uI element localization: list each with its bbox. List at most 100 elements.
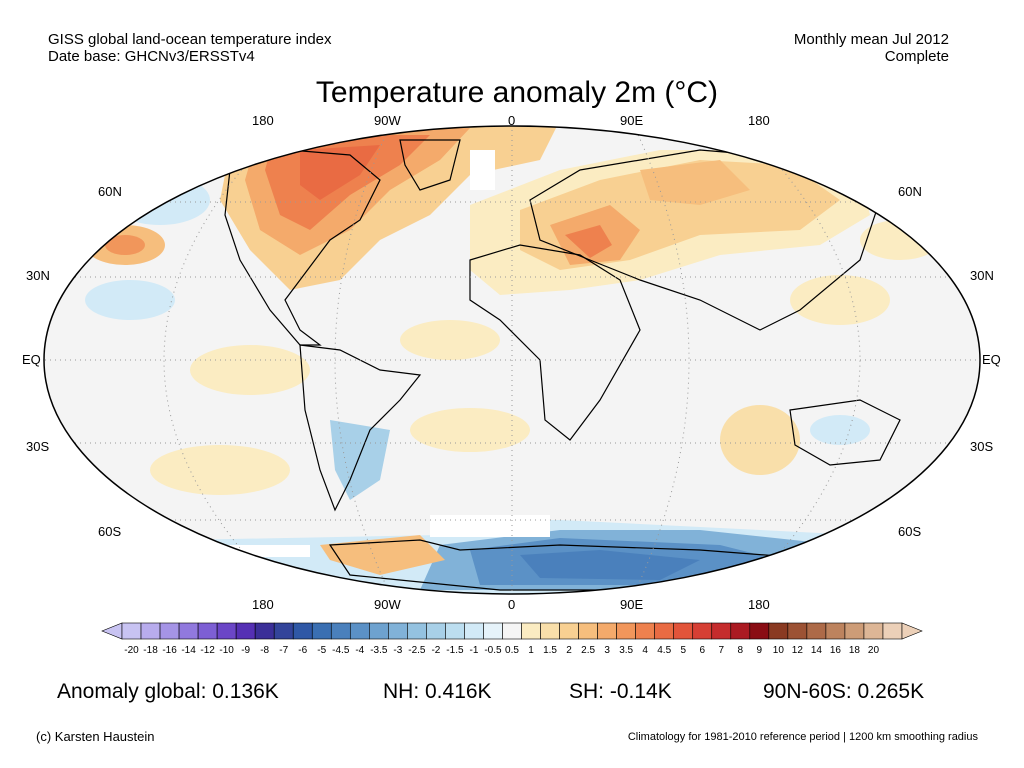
colorbar-tick-label: -1.5: [446, 645, 464, 656]
lon-label-top-90e: 90E: [620, 113, 644, 128]
colorbar-tick-label: 2.5: [581, 645, 595, 656]
colorbar-tick-label: 2: [566, 645, 572, 656]
lon-label-bottom-90e: 90E: [620, 597, 644, 612]
colorbar-tick-label: -10: [219, 645, 234, 656]
colorbar-tick-label: -12: [200, 645, 215, 656]
lon-label-bottom-90w: 90W: [374, 597, 401, 612]
colorbar-tick-label: -3.5: [370, 645, 388, 656]
colorbar-swatch: [464, 622, 484, 640]
colorbar-tick-label: 5: [680, 645, 686, 656]
lon-label-top-90w: 90W: [374, 113, 401, 128]
colorbar-swatch: [159, 622, 180, 640]
colorbar-max-arrow: [901, 622, 923, 640]
colorbar-tick-label: -7: [279, 645, 288, 656]
lat-label-left-60n: 60N: [98, 184, 122, 199]
colorbar-swatch: [216, 622, 237, 640]
colorbar-tick-label: -1: [469, 645, 478, 656]
colorbar-swatch: [349, 622, 370, 640]
colorbar-swatch: [235, 622, 256, 640]
colorbar: -20 -18 -16 -14 -12 -10 -9 -8 -7 -6 -5 -4.5 -4 -3.5 -3…: [101, 622, 923, 656]
colorbar-swatch: [292, 622, 313, 640]
colorbar-swatch: [654, 622, 675, 640]
colorbar-swatch: [635, 622, 655, 640]
colorbar-tick-label: 14: [811, 645, 823, 656]
colorbar-swatch: [825, 622, 846, 640]
colorbar-tick-label: 10: [773, 645, 785, 656]
colorbar-swatch: [616, 622, 636, 640]
colorbar-tick-label: 18: [849, 645, 861, 656]
lat-label-right-30s: 30S: [970, 439, 994, 454]
colorbar-tick-label: 7: [718, 645, 724, 656]
colorbar-swatch: [140, 622, 161, 640]
colorbar-tick-label: 9: [757, 645, 763, 656]
colorbar-tick-label: -16: [162, 645, 177, 656]
colorbar-tick-label: -5: [317, 645, 326, 656]
lon-label-top-180e: 180: [748, 113, 770, 128]
lat-label-left-eq: EQ: [22, 352, 41, 367]
colorbar-swatch: [178, 622, 199, 640]
colorbar-swatch: [407, 622, 427, 640]
colorbar-swatch: [521, 622, 541, 640]
lat-label-left-30n: 30N: [26, 268, 50, 283]
colorbar-swatch: [311, 622, 332, 640]
header-dataset-title: GISS global land-ocean temperature index: [48, 31, 332, 48]
colorbar-tick-label: -4: [355, 645, 364, 656]
graticule: [44, 126, 980, 594]
colorbar-swatch: [559, 622, 579, 640]
map-title: Temperature anomaly 2m (°C): [315, 76, 719, 109]
colorbar-tick-label: 4.5: [657, 645, 671, 656]
header-period: Monthly mean Jul 2012: [793, 31, 949, 48]
colorbar-swatch: [882, 622, 903, 640]
colorbar-swatch: [806, 622, 827, 640]
colorbar-tick-label: 12: [792, 645, 804, 656]
colorbar-swatch: [597, 622, 617, 640]
colorbar-tick-label: 8: [738, 645, 744, 656]
colorbar-tick-label: 4: [642, 645, 648, 656]
lat-label-right-eq: EQ: [982, 352, 1001, 367]
colorbar-min-arrow: [101, 622, 123, 640]
colorbar-swatch: [540, 622, 560, 640]
colorbar-swatch: [711, 622, 732, 640]
footer-climatology: Climatology for 1981-2010 reference peri…: [627, 731, 978, 743]
lat-label-right-60n: 60N: [898, 184, 922, 199]
colorbar-swatch: [197, 622, 218, 640]
colorbar-swatch: [730, 622, 751, 640]
colorbar-tick-label: -3: [393, 645, 402, 656]
colorbar-tick-label: 16: [830, 645, 842, 656]
lat-label-left-30s: 30S: [26, 439, 50, 454]
colorbar-swatch: [578, 622, 598, 640]
colorbar-tick-label: 3.5: [619, 645, 633, 656]
stat-sh: SH: -0.14K: [569, 680, 672, 703]
colorbar-swatch: [749, 622, 770, 640]
colorbar-swatch: [254, 622, 275, 640]
lon-label-top-0: 0: [508, 113, 516, 128]
lon-label-bottom-0: 0: [508, 597, 516, 612]
colorbar-swatch: [768, 622, 789, 640]
colorbar-tick-label: -2.5: [408, 645, 426, 656]
colorbar-swatch: [388, 622, 408, 640]
colorbar-tick-label: -6: [298, 645, 307, 656]
header-database: Date base: GHCNv3/ERSSTv4: [48, 48, 255, 65]
colorbar-tick-label: 3: [604, 645, 610, 656]
footer-copyright: (c) Karsten Haustein: [36, 729, 155, 744]
coastlines: [224, 139, 901, 591]
header-status: Complete: [884, 48, 949, 65]
stat-band: 90N-60S: 0.265K: [763, 680, 925, 703]
colorbar-swatch: [273, 622, 294, 640]
colorbar-tick-label: -4.5: [332, 645, 350, 656]
colorbar-swatch: [502, 622, 522, 640]
anomaly-field: [44, 126, 980, 594]
lat-label-left-60s: 60S: [98, 524, 122, 539]
colorbar-tick-label: 6: [699, 645, 705, 656]
colorbar-swatch: [426, 622, 446, 640]
colorbar-tick-label: -2: [431, 645, 440, 656]
colorbar-swatch: [692, 622, 713, 640]
map-border: [43, 125, 981, 595]
lon-label-top-180w: 180: [252, 113, 274, 128]
colorbar-tick-label: -18: [143, 645, 158, 656]
stat-nh: NH: 0.416K: [383, 680, 492, 703]
stat-global: Anomaly global: 0.136K: [57, 680, 279, 703]
colorbar-tick-label: -9: [241, 645, 250, 656]
colorbar-tick-label: 1.5: [543, 645, 557, 656]
